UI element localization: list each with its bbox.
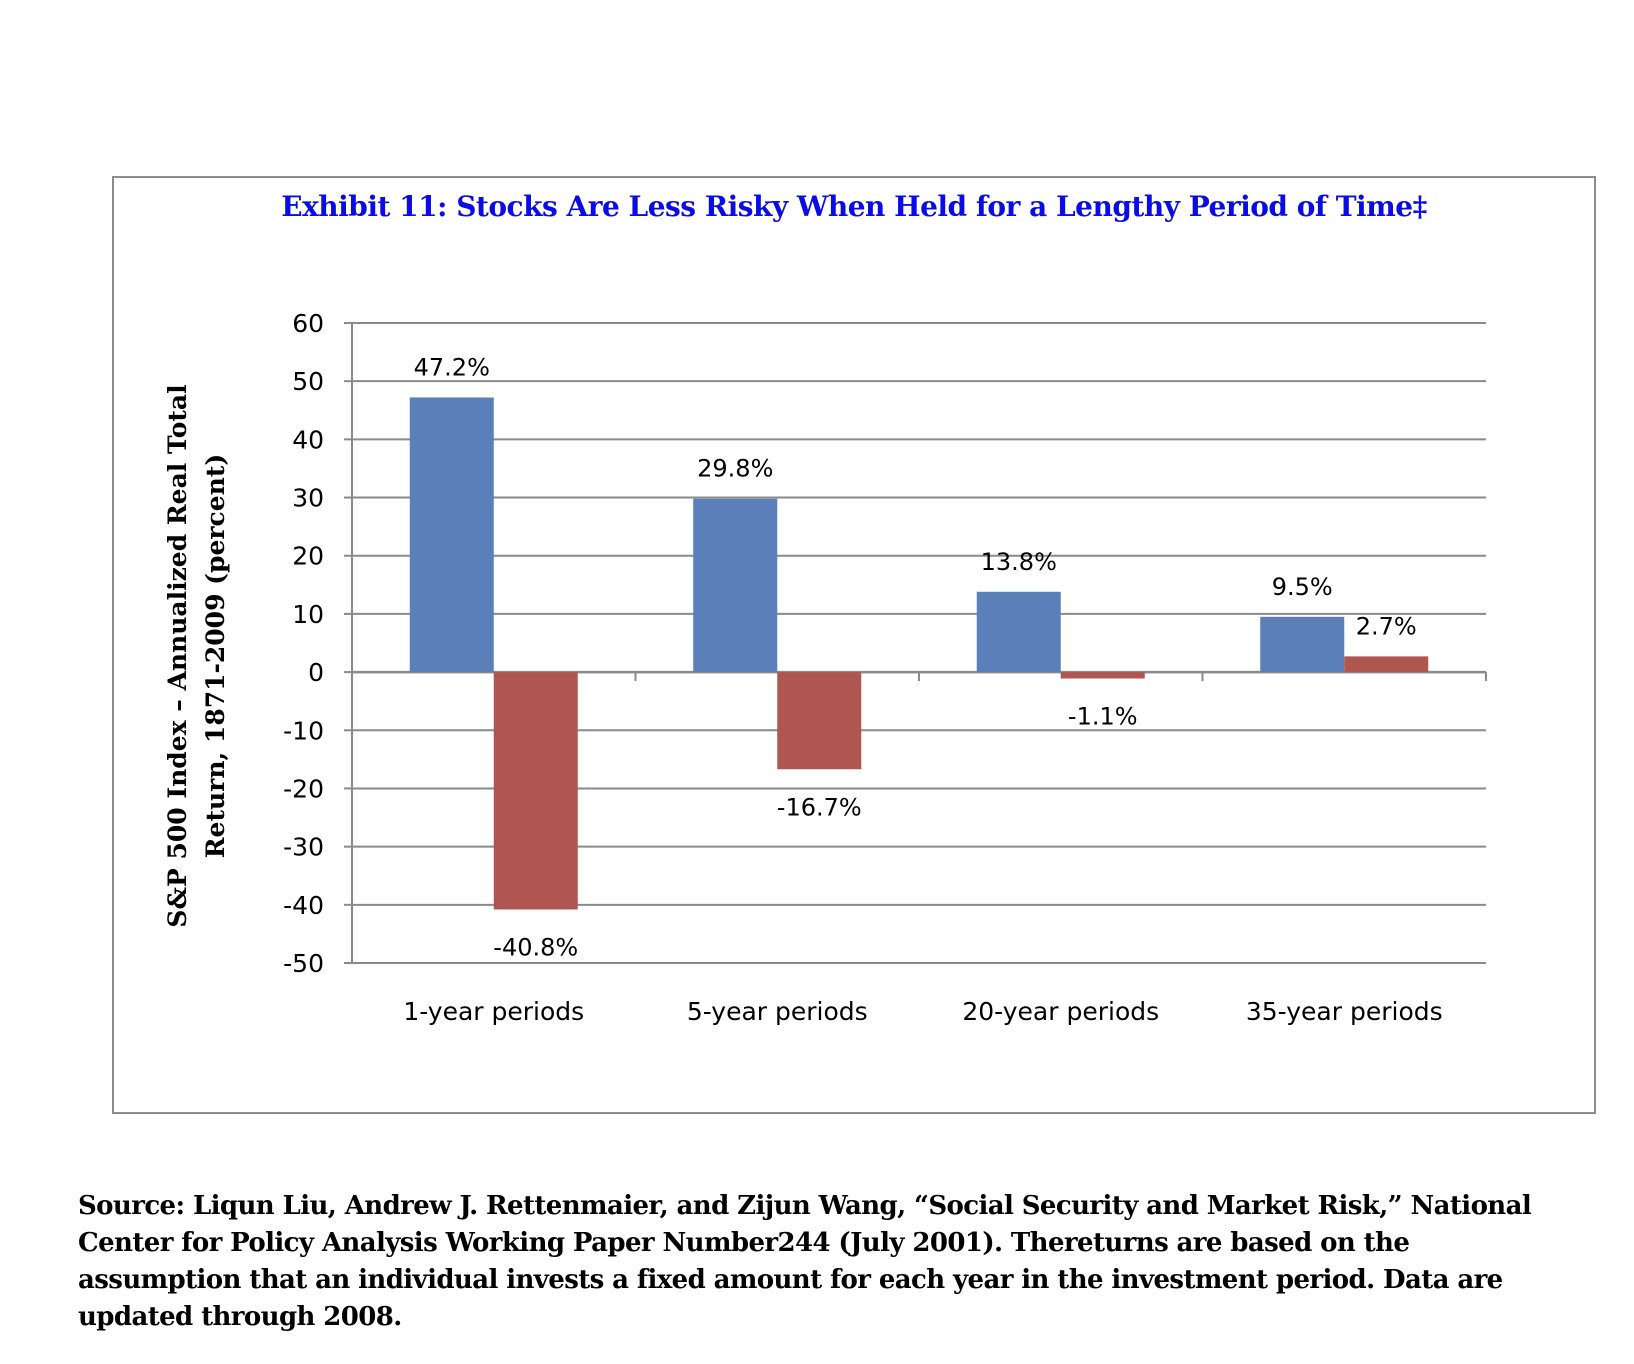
bar-1-0 xyxy=(493,672,578,910)
bar-1-1 xyxy=(777,672,862,770)
bar-0-3 xyxy=(1260,616,1345,673)
y-axis-label: S&P 500 Index – Annualized Real Total xyxy=(163,384,192,927)
bar-1-3 xyxy=(1344,656,1429,673)
bar-chart: 60 50 40 30 20 10 0 -10 -20 -30 -40 -50 47.2% 29.8% 13… xyxy=(163,309,1487,1026)
y-tick-label: -20 xyxy=(283,774,324,803)
y-tick-label: -30 xyxy=(283,833,324,862)
y-tick-label: -40 xyxy=(283,891,324,920)
data-label: 13.8% xyxy=(981,548,1057,576)
y-tick-label: 0 xyxy=(308,658,324,687)
data-label: 2.7% xyxy=(1356,612,1417,640)
y-tick-label: 40 xyxy=(292,425,324,454)
source-note: Source: Liqun Liu, Andrew J. Rettenmaier… xyxy=(78,1191,1532,1332)
data-label: 29.8% xyxy=(697,455,773,483)
y-tick-label: 30 xyxy=(292,484,324,513)
bar-1-2 xyxy=(1060,672,1145,679)
x-category-label: 20-year periods xyxy=(962,997,1159,1026)
data-label: -40.8% xyxy=(493,933,578,961)
bar-0-0 xyxy=(409,397,494,673)
data-label: 47.2% xyxy=(414,353,490,381)
y-tick-label: 20 xyxy=(292,542,324,571)
chart-title: Exhibit 11: Stocks Are Less Risky When H… xyxy=(281,190,1427,223)
x-category-label: 35-year periods xyxy=(1246,997,1443,1026)
chart-frame: Exhibit 11: Stocks Are Less Risky When H… xyxy=(112,176,1596,1114)
data-label: -16.7% xyxy=(777,793,862,821)
data-label: 9.5% xyxy=(1272,573,1333,601)
data-label: -1.1% xyxy=(1068,702,1138,730)
y-tick-label: -50 xyxy=(283,949,324,978)
bar-0-1 xyxy=(693,498,778,673)
y-tick-label: -10 xyxy=(283,716,324,745)
bar-0-2 xyxy=(976,591,1061,673)
x-category-label: 1-year periods xyxy=(403,997,584,1026)
x-category-label: 5-year periods xyxy=(687,997,868,1026)
y-tick-label: 50 xyxy=(292,367,324,396)
y-tick-label: 60 xyxy=(292,309,324,338)
y-tick-label: 10 xyxy=(292,600,324,629)
y-axis-label: Return, 1871-2009 (percent) xyxy=(201,454,230,858)
